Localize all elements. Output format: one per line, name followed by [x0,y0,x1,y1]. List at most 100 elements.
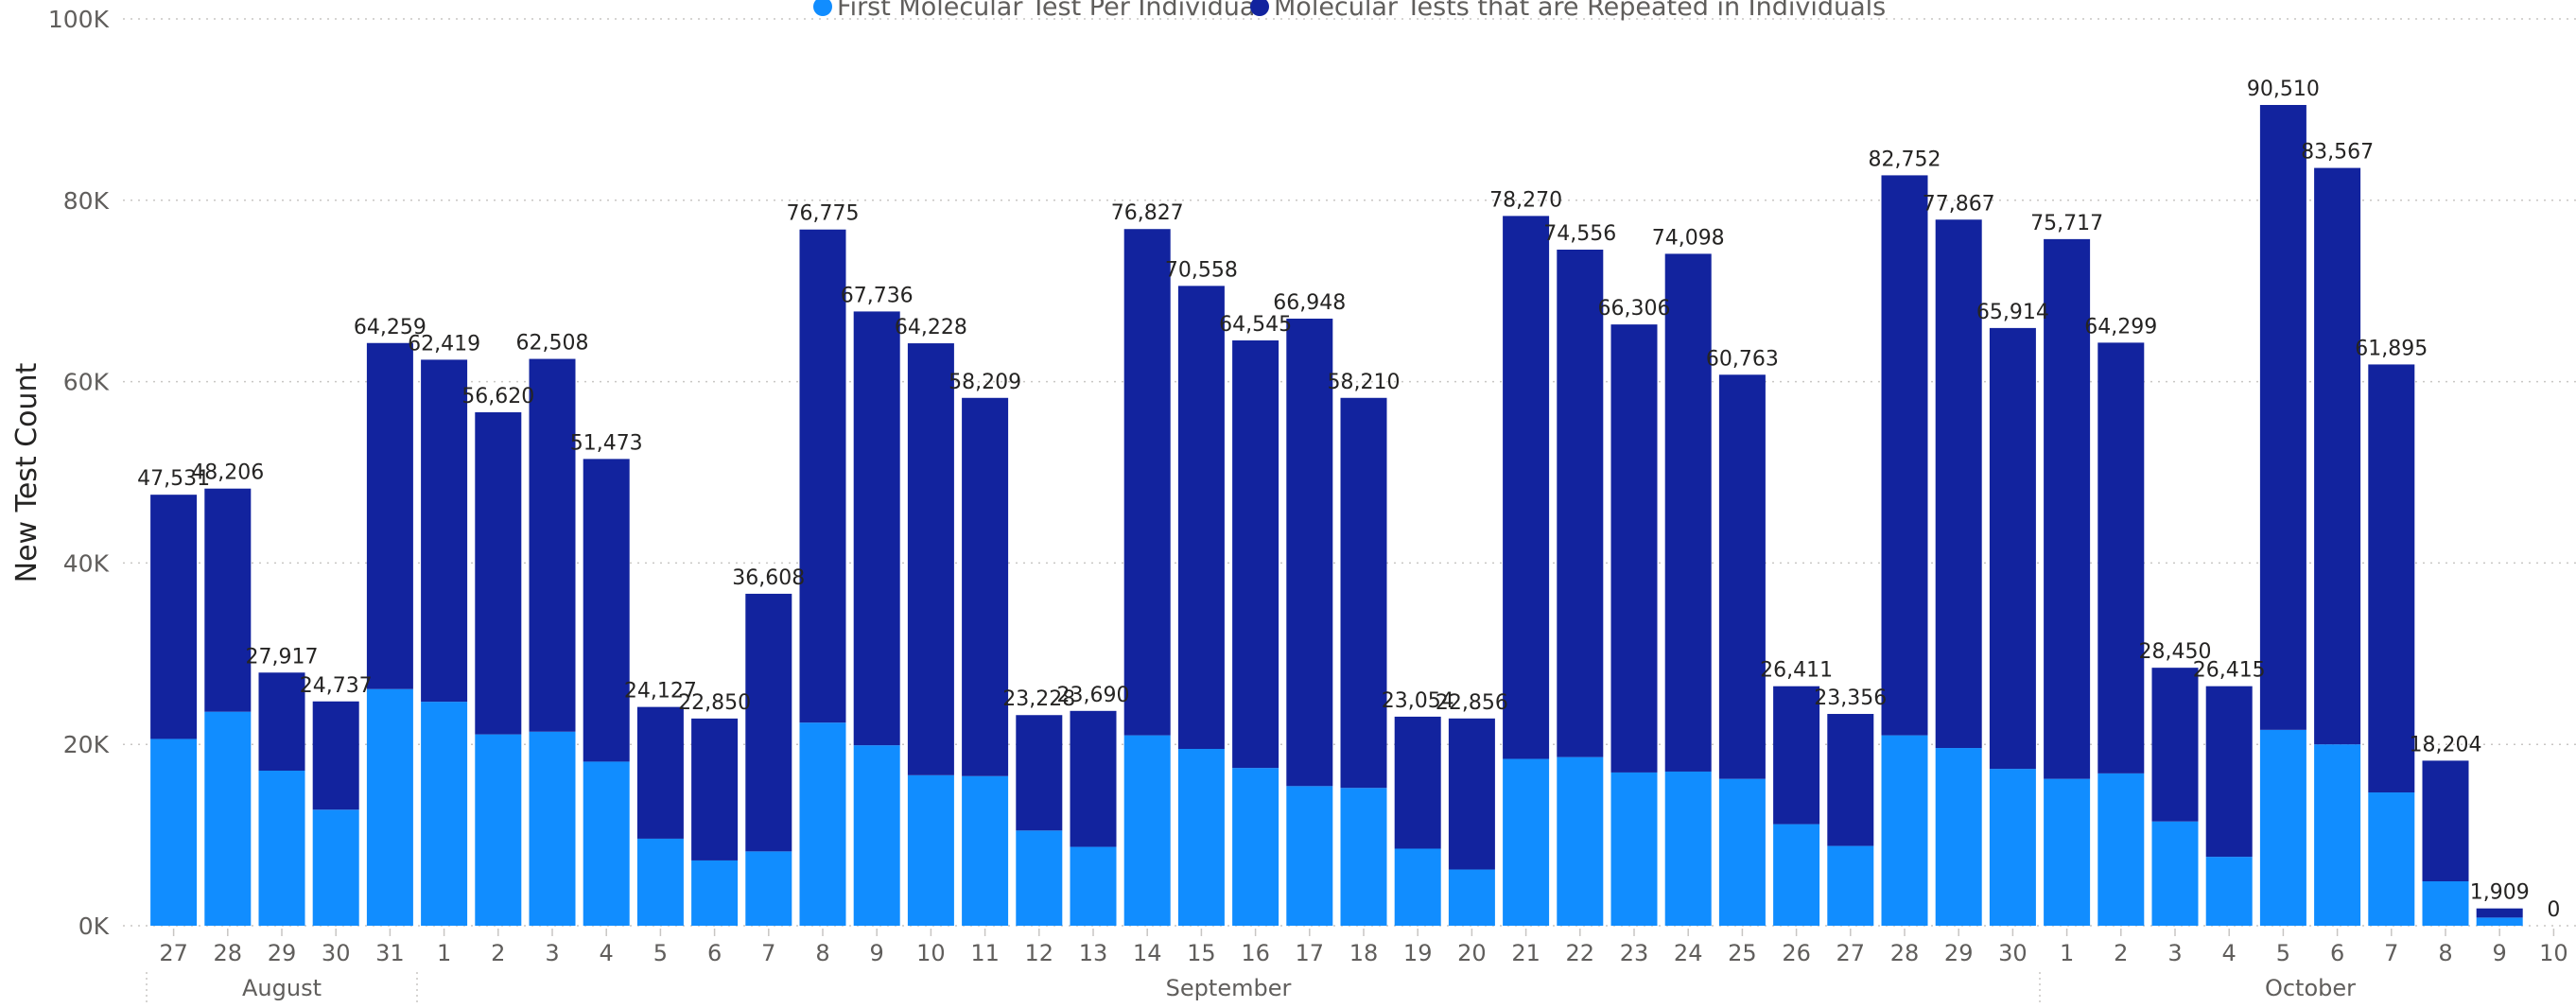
bar-repeated-test[interactable] [1177,286,1225,749]
bar-repeated-test[interactable] [2097,342,2145,773]
bar-first-test[interactable] [1557,756,1604,926]
bar-first-test[interactable] [1881,735,1928,926]
bar-first-test[interactable] [1664,771,1712,926]
bar-repeated-test[interactable] [1610,324,1658,773]
x-tick-label: 18 [1349,940,1379,966]
bar-first-test[interactable] [1286,786,1333,926]
bar-repeated-test[interactable] [1881,175,1928,736]
bar-repeated-test[interactable] [1827,714,1874,846]
bar-total-label: 62,508 [516,332,589,356]
bar-repeated-test[interactable] [150,495,198,739]
bar-repeated-test[interactable] [1016,715,1063,831]
bar-repeated-test[interactable] [2044,238,2091,779]
bar-repeated-test[interactable] [529,358,576,732]
bar-repeated-test[interactable] [1664,253,1712,772]
bar-first-test[interactable] [583,761,630,926]
bar-repeated-test[interactable] [258,672,305,772]
bar-repeated-test[interactable] [2422,760,2469,882]
bar-total-label: 77,867 [1923,192,1995,216]
bar-first-test[interactable] [745,851,792,926]
x-axis: 27 28 29 30 31 1 2 3 4 5 6 7 8 9 10 11 12 13 14 15 16 17 18 19 2… [146,929,2568,1004]
bar-repeated-test[interactable] [1123,229,1171,736]
bar-first-test[interactable] [421,702,468,926]
bar-repeated-test[interactable] [1989,327,2036,770]
bar-first-test[interactable] [853,745,900,926]
bar-first-test[interactable] [1935,748,1982,926]
bar-first-test[interactable] [2422,881,2469,926]
bar-repeated-test[interactable] [2151,668,2199,822]
legend-label[interactable]: Molecular Tests that are Repeated in Ind… [1274,0,1886,22]
bar-repeated-test[interactable] [1557,250,1604,757]
x-tick-label: 24 [1674,940,1703,966]
bar-repeated-test[interactable] [1773,686,1820,825]
bar-repeated-test[interactable] [1448,718,1495,870]
bar-repeated-test[interactable] [1503,216,1550,759]
bar-first-test[interactable] [312,809,359,926]
bar-first-test[interactable] [636,838,684,926]
bar-first-test[interactable] [258,771,305,926]
bar-repeated-test[interactable] [962,397,1009,776]
bar-first-test[interactable] [366,688,413,926]
x-tick-label: 3 [2167,940,2182,966]
bar-total-label: 82,752 [1869,148,1941,171]
bar-first-test[interactable] [1123,735,1171,926]
bar-repeated-test[interactable] [745,593,792,852]
bar-first-test[interactable] [1989,769,2036,926]
bar-repeated-test[interactable] [1232,340,1279,769]
bar-first-test[interactable] [1827,845,1874,926]
bar-repeated-test[interactable] [421,359,468,703]
bar-repeated-test[interactable] [1070,710,1117,847]
bar-repeated-test[interactable] [2259,105,2306,730]
bar-first-test[interactable] [1610,772,1658,926]
bar-first-test[interactable] [475,734,522,926]
bar-first-test[interactable] [1340,788,1387,926]
bar-first-test[interactable] [691,860,739,926]
x-tick-label: 28 [1890,940,1920,966]
bar-repeated-test[interactable] [636,706,684,839]
bar-repeated-test[interactable] [312,701,359,810]
bar-repeated-test[interactable] [1718,374,1766,779]
bar-repeated-test[interactable] [2314,167,2361,745]
bar-first-test[interactable] [2205,857,2253,926]
bar-first-test[interactable] [2151,821,2199,926]
bar-repeated-test[interactable] [366,342,413,689]
bar-repeated-test[interactable] [1935,219,1982,749]
bar-repeated-test[interactable] [475,412,522,735]
bar-first-test[interactable] [2097,773,2145,926]
bar-repeated-test[interactable] [2368,364,2415,793]
bar-first-test[interactable] [1232,768,1279,926]
bar-first-test[interactable] [204,711,252,926]
bar-repeated-test[interactable] [1340,397,1387,789]
bar-first-test[interactable] [1503,758,1550,926]
bar-first-test[interactable] [2044,778,2091,926]
bar-repeated-test[interactable] [853,311,900,746]
bar-repeated-test[interactable] [691,718,739,860]
bar-repeated-test[interactable] [799,229,846,723]
bar-repeated-test[interactable] [1394,716,1441,849]
bar-first-test[interactable] [799,722,846,926]
bar-first-test[interactable] [2368,792,2415,926]
bar-first-test[interactable] [1016,830,1063,926]
bar-repeated-test[interactable] [907,343,954,775]
bar-repeated-test[interactable] [204,488,252,712]
bar-first-test[interactable] [962,775,1009,926]
bar-first-test[interactable] [1070,846,1117,926]
bar-first-test[interactable] [2476,917,2523,926]
bar-repeated-test[interactable] [2476,908,2523,918]
bar-total-label: 26,415 [2193,659,2266,683]
bar-repeated-test[interactable] [583,459,630,762]
bar-repeated-test[interactable] [2205,686,2253,858]
bar-first-test[interactable] [907,774,954,926]
bar-first-test[interactable] [2314,744,2361,926]
bar-first-test[interactable] [2259,729,2306,926]
x-tick-label: 11 [970,940,1000,966]
bar-first-test[interactable] [1718,778,1766,926]
bar-first-test[interactable] [1773,824,1820,926]
bar-first-test[interactable] [529,731,576,926]
bar-first-test[interactable] [1394,848,1441,926]
bar-repeated-test[interactable] [1286,318,1333,787]
legend-label[interactable]: First Molecular Test Per Individual [837,0,1262,22]
bar-first-test[interactable] [1448,869,1495,926]
bar-first-test[interactable] [1177,748,1225,926]
bar-first-test[interactable] [150,739,198,926]
